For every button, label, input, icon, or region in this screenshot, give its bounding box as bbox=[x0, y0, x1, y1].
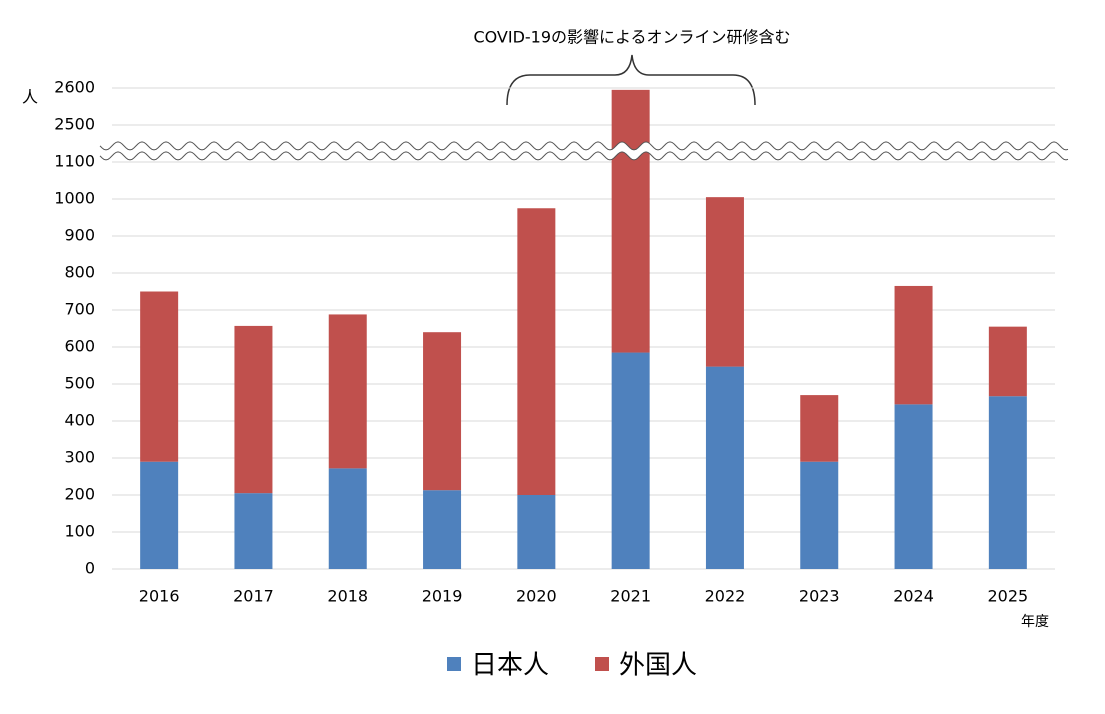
legend-label: 日本人 bbox=[471, 651, 549, 681]
x-tick-label: 2024 bbox=[893, 587, 934, 606]
y-tick-label: 800 bbox=[64, 263, 95, 282]
bar-segment bbox=[423, 490, 462, 569]
bar-segment bbox=[234, 493, 273, 569]
legend-swatch bbox=[595, 657, 609, 671]
y-tick-label: 1000 bbox=[54, 189, 95, 208]
bar-segment bbox=[800, 395, 839, 462]
x-tick-label: 2025 bbox=[987, 587, 1028, 606]
y-tick-label: 300 bbox=[64, 448, 95, 467]
bar-segment bbox=[800, 461, 839, 569]
x-tick-label: 2020 bbox=[516, 587, 557, 606]
bar-segment bbox=[894, 404, 933, 569]
y-tick-label: 100 bbox=[64, 522, 95, 541]
bar-segment bbox=[140, 291, 179, 462]
y-tick-label: 500 bbox=[64, 374, 95, 393]
annotation: COVID-19の影響によるオンライン研修含む bbox=[473, 28, 790, 47]
x-tick-label: 2016 bbox=[139, 587, 180, 606]
bar-segment bbox=[517, 495, 556, 569]
bar-segment bbox=[988, 326, 1027, 397]
legend-label: 外国人 bbox=[619, 651, 697, 681]
axis-break-line bbox=[99, 141, 1069, 151]
y-tick-label: 2600 bbox=[54, 78, 95, 97]
bar-segment bbox=[234, 325, 273, 494]
axis-break-band bbox=[100, 141, 1068, 160]
bar-segment bbox=[423, 332, 462, 491]
x-tick-label: 2021 bbox=[610, 587, 651, 606]
y-tick-label: 0 bbox=[85, 559, 95, 578]
annotation-brace bbox=[506, 54, 756, 106]
x-tick-label: 2022 bbox=[705, 587, 746, 606]
y-tick-label: 900 bbox=[64, 226, 95, 245]
y-tick-label: 700 bbox=[64, 300, 95, 319]
bar-segment bbox=[705, 197, 744, 367]
bar-segment bbox=[328, 314, 367, 469]
x-tick-label: 2023 bbox=[799, 587, 840, 606]
bar-segment bbox=[611, 89, 650, 353]
y-tick-label: 1100 bbox=[54, 152, 95, 171]
y-tick-label: 600 bbox=[64, 337, 95, 356]
bar-segment bbox=[894, 285, 933, 405]
y-tick-label: 400 bbox=[64, 411, 95, 430]
bar-segment bbox=[140, 461, 179, 569]
y-axis-label: 人 bbox=[22, 88, 38, 107]
legend-swatch bbox=[447, 657, 461, 671]
bar-segment bbox=[328, 468, 367, 569]
bar-segment bbox=[705, 366, 744, 569]
y-tick-label: 200 bbox=[64, 485, 95, 504]
legend: 日本人 外国人 bbox=[447, 651, 697, 681]
bar-segment bbox=[611, 352, 650, 569]
x-tick-label: 2019 bbox=[422, 587, 463, 606]
axis-break-line bbox=[99, 151, 1069, 161]
x-axis-label: 年度 bbox=[1021, 614, 1049, 630]
bar-segment bbox=[988, 396, 1027, 569]
x-tick-label: 2018 bbox=[327, 587, 368, 606]
bar-segment bbox=[517, 208, 556, 495]
x-tick-label: 2017 bbox=[233, 587, 274, 606]
y-tick-label: 2500 bbox=[54, 115, 95, 134]
